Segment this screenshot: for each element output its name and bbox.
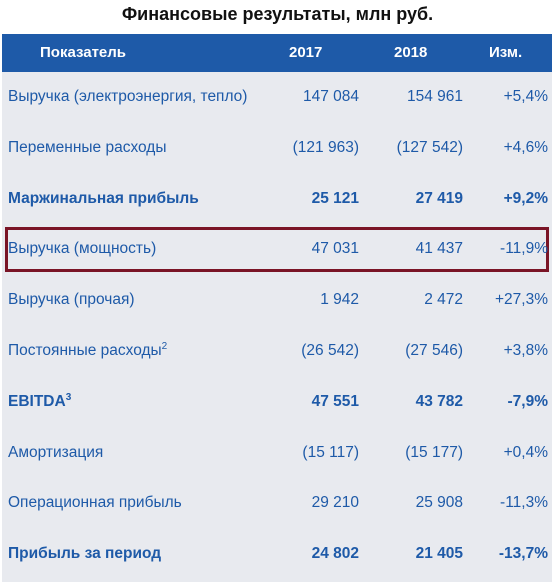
table-row: Выручка (мощность) 47 031 41 437 -11,9% [2, 224, 552, 275]
cell-value: 43 782 [415, 392, 463, 410]
cell-value: (121 963) [292, 138, 359, 156]
row-label: Операционная прибыль [8, 478, 182, 529]
table-row: Маржинальная прибыль 25 121 27 419 +9,2% [2, 174, 552, 225]
cell-value: +3,8% [503, 342, 548, 359]
cell-value: 25 908 [415, 494, 463, 512]
cell-value: (26 542) [301, 342, 359, 359]
table-row: Выручка (электроэнергия, тепло) 147 084 15… [2, 72, 552, 123]
cell-value: -7,9% [507, 392, 549, 410]
cell-value: 47 031 [311, 240, 359, 258]
table: Показатель 2017 2018 Изм. Выручка (электроэ… [2, 34, 552, 582]
table-row: Прибыль за период 24 802 21 405 -13,7% [2, 529, 552, 580]
cell-value: 25 121 [311, 189, 359, 207]
cell-value: (127 542) [396, 138, 463, 156]
label-text: EBITDA [8, 392, 66, 410]
row-label: Маржинальная прибыль [8, 174, 199, 225]
column-header: 2017 [289, 44, 323, 61]
column-header: Изм. [489, 44, 523, 61]
label-text: Выручка (мощность) [8, 240, 157, 258]
label-text: Амортизация [8, 443, 104, 461]
label-text: Переменные расходы [8, 138, 167, 156]
cell-value: 154 961 [406, 88, 463, 105]
table-header: Показатель 2017 2018 Изм. [2, 34, 552, 72]
label-text: Выручка (электроэнергия, тепло) [8, 88, 248, 105]
table-row: Операционная прибыль 29 210 25 908 -11,3% [2, 478, 552, 529]
cell-value: +4,6% [503, 138, 548, 156]
table-row: Выручка (прочая) 1 942 2 472 +27,3% [2, 275, 552, 326]
label-text: Операционная прибыль [8, 494, 182, 512]
cell-value: +27,3% [494, 291, 548, 309]
row-label: Амортизация [8, 428, 103, 479]
cell-value: 21 405 [415, 545, 463, 563]
label-text: Прибыль за период [8, 545, 162, 563]
cell-value: 1 942 [320, 291, 359, 309]
row-label: Выручка (мощность) [8, 224, 156, 275]
label-text: Выручка (прочая) [8, 291, 135, 309]
label-text: Постоянные расходы [8, 342, 162, 359]
table-row: EBITDA3 47 551 43 782 -7,9% [2, 377, 552, 428]
table-row: Постоянные расходы2 (26 542) (27 546) +3,8% [2, 326, 552, 377]
cell-value: -11,3% [500, 494, 548, 512]
column-header: Показатель [40, 44, 127, 61]
cell-value: 47 551 [311, 392, 359, 410]
cell-value: 29 210 [311, 494, 359, 512]
title: Финансовые результаты, млн руб. [121, 4, 434, 24]
row-label: Прибыль за период [8, 529, 161, 580]
cell-value: (27 546) [405, 342, 463, 359]
column-header: 2018 [394, 44, 428, 61]
label-text: Маржинальная прибыль [8, 189, 199, 207]
cell-value: +5,4% [503, 88, 548, 105]
row-label: Постоянные расходы2 [8, 326, 167, 377]
row-label: Выручка (прочая) [8, 275, 135, 326]
table-row: Амортизация (15 117) (15 177) +0,4% [2, 428, 552, 479]
cell-value: 41 437 [415, 240, 463, 258]
cell-value: (15 177) [405, 443, 463, 461]
footnote-mark: 2 [161, 340, 168, 352]
row-label: EBITDA3 [8, 377, 71, 428]
cell-value: 2 472 [424, 291, 463, 309]
cell-value: 24 802 [311, 545, 359, 563]
table-row: Переменные расходы (121 963) (127 542) +4,6… [2, 123, 552, 174]
row-label: Выручка (электроэнергия, тепло) [8, 72, 247, 123]
row-label: Переменные расходы [8, 123, 167, 174]
cell-value: -11,9% [500, 240, 548, 258]
footnote-mark: 3 [65, 391, 72, 403]
cell-value: 27 419 [415, 189, 463, 207]
cell-value: +9,2% [503, 189, 548, 207]
cell-value: (15 117) [302, 443, 359, 461]
cell-value: +0,4% [503, 443, 548, 461]
cell-value: -13,7% [498, 545, 548, 563]
cell-value: 147 084 [302, 88, 359, 105]
